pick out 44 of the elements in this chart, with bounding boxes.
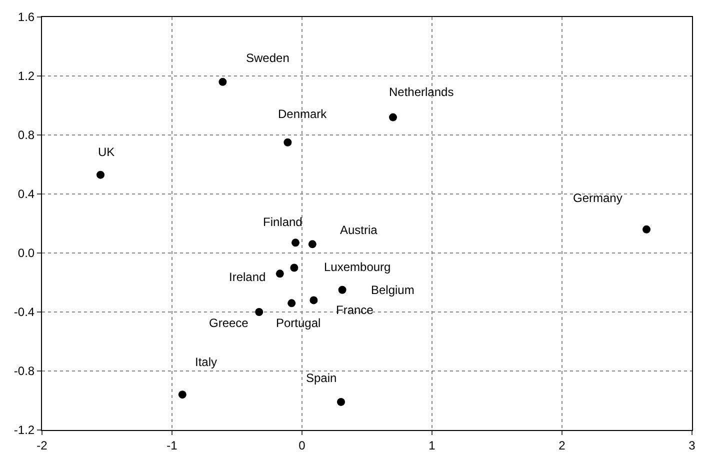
point bbox=[218, 78, 227, 86]
point bbox=[389, 113, 397, 122]
y-tick-label: -1.2 bbox=[14, 423, 35, 438]
point bbox=[292, 238, 300, 247]
x-tick-label: 1 bbox=[428, 438, 436, 452]
point bbox=[178, 390, 186, 399]
x-tick-label: -1 bbox=[166, 438, 178, 452]
annotation: Greece bbox=[209, 316, 249, 330]
annotation: Netherlands bbox=[389, 85, 454, 99]
annotation: Finland bbox=[263, 215, 302, 229]
point bbox=[308, 240, 316, 248]
annotation: Austria bbox=[340, 223, 378, 237]
point bbox=[338, 286, 346, 294]
y-tick-label: 1.2 bbox=[18, 69, 35, 84]
point bbox=[337, 398, 345, 406]
annotation: Sweden bbox=[246, 51, 290, 65]
annotation: Ireland bbox=[229, 270, 266, 284]
y-tick-label: -0.4 bbox=[14, 305, 35, 320]
annotation: Germany bbox=[573, 191, 622, 205]
x-tick-label: 3 bbox=[688, 438, 696, 452]
point bbox=[310, 296, 318, 304]
x-tick-label: -2 bbox=[36, 438, 48, 452]
point bbox=[288, 299, 296, 308]
annotation: Spain bbox=[306, 371, 337, 385]
y-tick-label: 0.4 bbox=[18, 187, 35, 202]
annotation: Luxembourg bbox=[324, 260, 391, 274]
annotation: Portugal bbox=[276, 316, 321, 330]
annotation: Italy bbox=[195, 355, 218, 369]
y-tick-label: 0.0 bbox=[18, 246, 35, 260]
point bbox=[96, 170, 104, 179]
point bbox=[276, 270, 284, 278]
y-tick-label: -0.8 bbox=[14, 364, 35, 378]
x-tick-label: 0 bbox=[298, 438, 306, 452]
y-tick-label: 1.6 bbox=[18, 10, 35, 24]
annotation: Belgium bbox=[371, 283, 414, 297]
annotation: UK bbox=[98, 145, 115, 159]
annotation: France bbox=[336, 303, 374, 317]
point bbox=[284, 138, 292, 146]
y-tick-label: 0.8 bbox=[18, 128, 35, 142]
annotation: Denmark bbox=[278, 107, 328, 121]
x-tick-label: 2 bbox=[558, 438, 566, 452]
point bbox=[255, 308, 264, 316]
point bbox=[290, 264, 298, 272]
point bbox=[642, 225, 650, 234]
